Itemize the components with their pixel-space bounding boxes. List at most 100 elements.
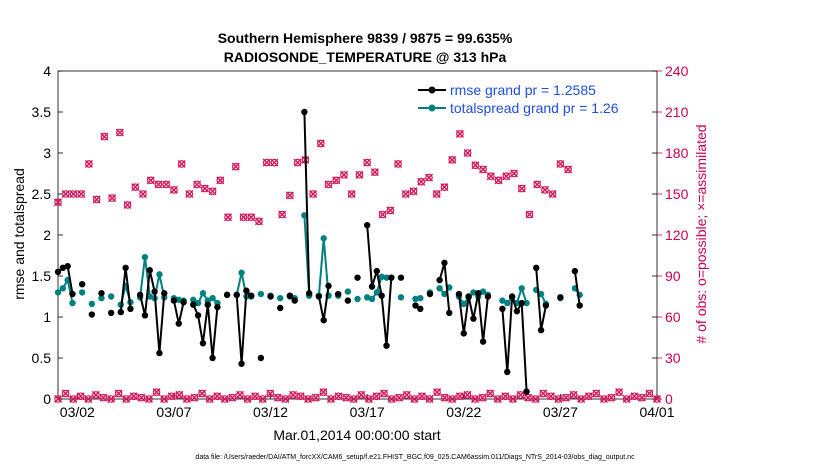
series-point (151, 288, 158, 295)
series-point (69, 290, 76, 298)
obs-possible-o (525, 210, 534, 219)
obs-marker (479, 165, 488, 174)
obs-marker (502, 172, 511, 181)
obs-zero-marker (410, 395, 419, 403)
obs-possible-o (193, 180, 201, 189)
series-point (305, 290, 313, 297)
obs-zero-marker (137, 393, 146, 402)
obs-zero-marker (372, 392, 381, 401)
obs-possible-o (365, 395, 373, 403)
obs-zero-marker (220, 395, 229, 403)
obs-possible-o (228, 393, 237, 402)
series-point (470, 315, 477, 322)
series-point (479, 338, 487, 345)
x-tick-label: 03/17 (350, 404, 385, 420)
series-point (417, 305, 424, 312)
series-point (334, 290, 342, 298)
obs-zero-marker (349, 395, 358, 403)
series-point (504, 368, 511, 376)
series-point (194, 299, 202, 307)
obs-possible-o (139, 190, 147, 198)
obs-possible-o (372, 392, 381, 401)
obs-marker (548, 190, 557, 198)
series-point (122, 264, 129, 271)
series-point (325, 282, 332, 290)
obs-zero-marker (471, 395, 480, 403)
obs-zero-marker (554, 395, 563, 403)
obs-marker (162, 180, 171, 189)
obs-possible-o (123, 201, 132, 209)
obs-marker (61, 190, 70, 198)
obs-marker (200, 184, 209, 193)
y2-tick-label: 120 (665, 227, 689, 243)
series-point (363, 221, 371, 229)
obs-marker (540, 185, 549, 194)
obs-possible-o (630, 392, 639, 401)
obs-possible-o (289, 391, 297, 399)
obs-possible-o (236, 391, 244, 399)
obs-zero-marker (311, 393, 320, 402)
series-point (209, 354, 216, 362)
obs-possible-o (137, 393, 146, 402)
obs-zero-marker (319, 388, 328, 397)
series-point (354, 295, 361, 303)
obs-possible-o (154, 180, 163, 189)
obs-zero-marker (364, 395, 373, 403)
obs-marker (363, 158, 372, 167)
obs-zero-marker (433, 388, 442, 397)
series-point (518, 299, 525, 307)
obs-possible-o (92, 391, 100, 399)
y2-axis-label: # of obs: o=possible; ×=assimilated (693, 124, 709, 343)
series-point (141, 253, 149, 261)
obs-possible-o (216, 176, 225, 185)
obs-possible-o (516, 391, 525, 399)
legend-spread-label: totalspread grand pr = 1.26 (450, 100, 619, 116)
series-point (412, 295, 419, 303)
y2-tick-label: 0 (665, 391, 673, 407)
obs-possible-o (107, 395, 115, 403)
obs-zero-marker (402, 390, 411, 399)
obs-possible-o (409, 187, 418, 196)
series-point (301, 212, 308, 219)
obs-zero-marker (508, 395, 517, 403)
obs-possible-o (77, 190, 85, 198)
obs-zero-marker (228, 393, 237, 402)
legend-spread-marker (428, 104, 436, 112)
obs-marker (517, 184, 526, 193)
series-point (354, 274, 361, 281)
y-tick-label: 2 (43, 227, 51, 243)
series-point (344, 297, 352, 304)
obs-zero-marker (493, 395, 502, 403)
obs-marker (486, 172, 495, 181)
series-point (248, 292, 255, 299)
series-point (277, 304, 284, 312)
legend-box (414, 79, 650, 115)
series-point (107, 309, 115, 317)
y-tick-label: 3 (43, 145, 51, 161)
obs-marker (69, 190, 78, 198)
series-point (373, 267, 381, 275)
obs-zero-marker (653, 395, 661, 403)
obs-zero-marker (114, 389, 123, 398)
obs-possible-o (304, 395, 313, 403)
y2-tick-label: 30 (665, 350, 681, 366)
obs-possible-o (479, 165, 487, 174)
series-line (119, 266, 132, 313)
obs-marker (316, 139, 325, 148)
obs-possible-o (502, 172, 511, 181)
series-point (537, 326, 545, 334)
obs-possible-o (380, 389, 388, 398)
obs-zero-marker (645, 389, 654, 398)
obs-zero-marker (107, 395, 116, 403)
obs-marker (494, 176, 503, 185)
obs-possible-o (255, 217, 263, 226)
x-axis-ticks: 03/02 03/07 03/12 03/17 03/22 03/27 04/01 (60, 394, 675, 420)
series-point (344, 288, 352, 295)
series-point (175, 320, 182, 327)
obs-marker (185, 190, 194, 198)
obs-possible-o (355, 171, 364, 179)
obs-possible-o (319, 388, 328, 396)
obs-zero-marker (251, 392, 260, 401)
obs-marker (131, 183, 140, 192)
